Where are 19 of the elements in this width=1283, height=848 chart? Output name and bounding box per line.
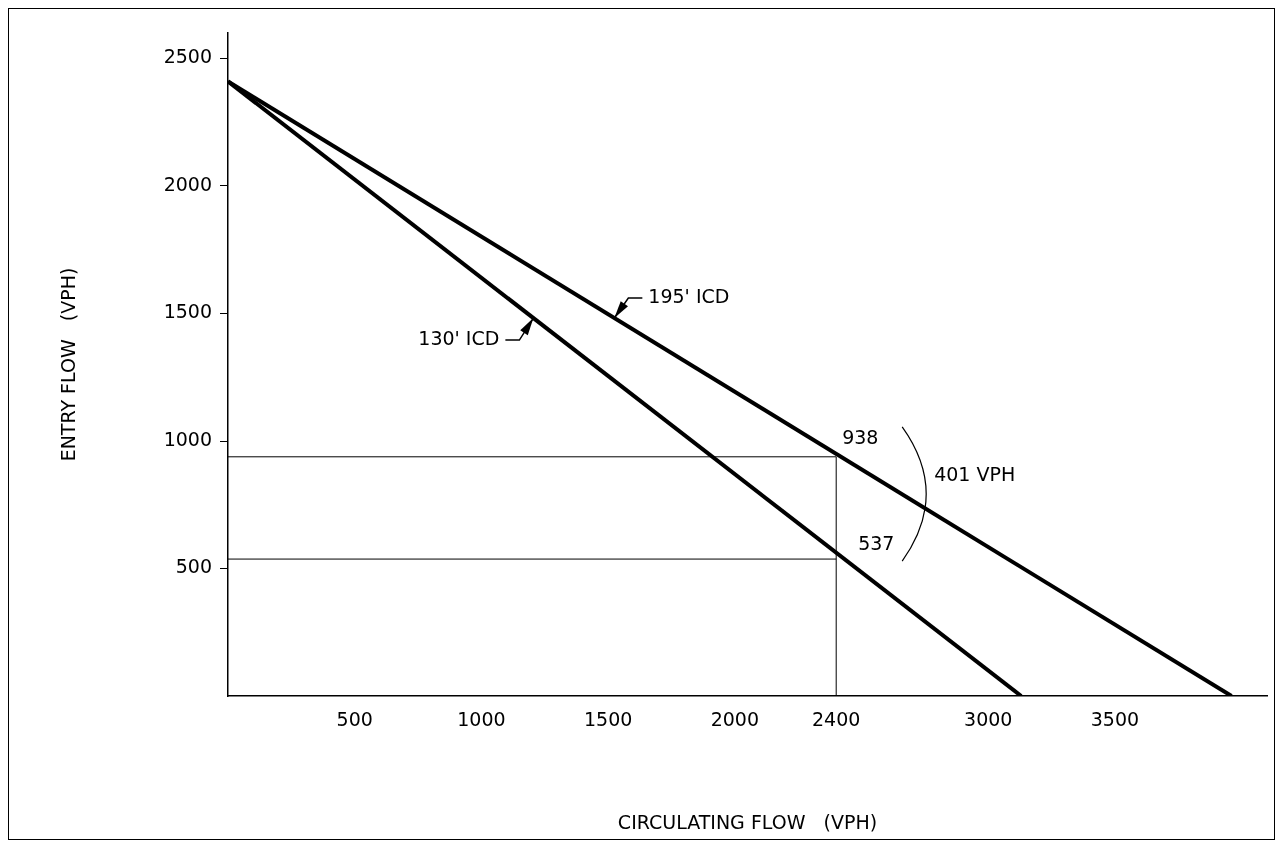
x-tick-label: 3500 <box>1090 708 1140 731</box>
y-tick-label: 2500 <box>163 45 212 68</box>
annotation: 401 VPH <box>934 462 1016 485</box>
series-label: 130' ICD <box>418 326 500 349</box>
y-tick-label: 1000 <box>163 427 212 450</box>
y-tick-label: 500 <box>175 555 212 578</box>
x-tick-label: 2400 <box>812 708 861 731</box>
x-tick-label: 2000 <box>710 708 760 731</box>
x-tick-label: 1000 <box>457 708 506 731</box>
ref-line-label: 938 <box>842 425 879 448</box>
x-tick-label: 500 <box>336 708 373 731</box>
x-tick-label: 1500 <box>583 708 633 731</box>
y-tick-label: 2000 <box>163 172 212 195</box>
legend-label: 195' ICD <box>648 284 730 307</box>
ref-line-label: 537 <box>858 532 895 554</box>
x-axis-title: CIRCULATING FLOW (VPH) <box>617 810 878 833</box>
y-tick-label: 1500 <box>163 300 212 323</box>
x-tick-label: 3000 <box>964 708 1013 731</box>
y-axis-title: ENTRY FLOW (VPH) <box>57 267 80 462</box>
